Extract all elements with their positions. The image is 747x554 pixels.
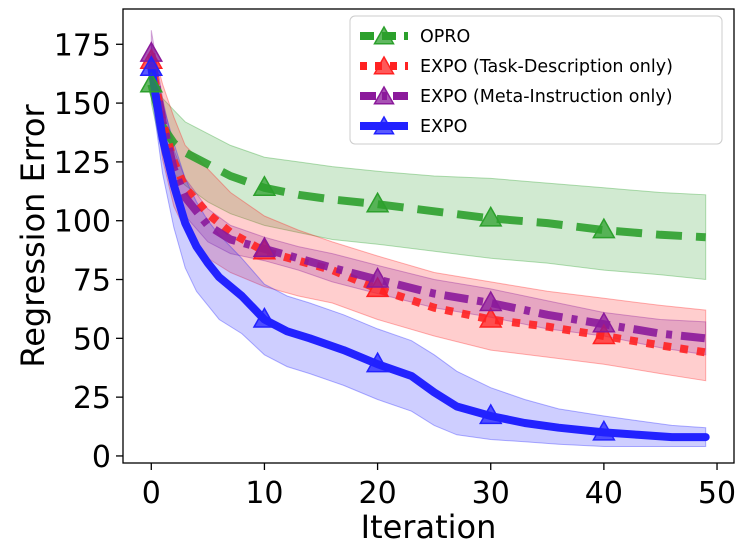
marker-expo-task-description-only-40 (592, 323, 616, 345)
marker-expo-20 (365, 351, 390, 373)
marker-expo-task-description-only-30 (478, 306, 503, 328)
legend-label-opro: OPRO (420, 27, 470, 47)
y-tick-label: 150 (54, 87, 111, 122)
band-expo (150, 44, 707, 447)
legend-marker-opro (373, 25, 395, 45)
marker-opro-10 (252, 175, 277, 197)
y-tick-label: 0 (92, 440, 111, 475)
series-markers (139, 41, 616, 441)
band-expo-task-description-only (150, 41, 707, 382)
legend-label-expo-meta-instruction-only: EXPO (Meta-Instruction only) (420, 87, 673, 107)
x-tick-label: 0 (142, 476, 161, 511)
line-expo (147, 63, 710, 442)
x-tick-label: 10 (245, 476, 283, 511)
legend-label-expo: EXPO (420, 117, 467, 137)
marker-expo-40 (592, 419, 616, 441)
confidence-bands (150, 30, 707, 447)
series-lines (147, 53, 710, 442)
band-opro (150, 65, 707, 281)
y-axis-ticks: 0 25 50 75 100 125 150 175 (54, 28, 123, 475)
x-axis-label: Iteration (361, 508, 497, 546)
y-tick-label: 100 (54, 205, 111, 240)
x-tick-label: 20 (358, 476, 396, 511)
y-tick-label: 50 (73, 322, 111, 357)
marker-opro-40 (592, 217, 616, 239)
x-axis-ticks: 0 10 20 30 40 50 (142, 463, 736, 511)
marker-expo-30 (478, 403, 503, 425)
marker-expo-meta-instruction-only-20 (365, 266, 390, 288)
marker-opro-0 (139, 71, 164, 93)
line-expo-meta-instruction-only (147, 53, 707, 343)
legend-marker-expo-meta-instruction-only (373, 85, 395, 105)
y-tick-label: 25 (73, 381, 111, 416)
legend-marker-expo-task-description-only (373, 55, 395, 75)
legend: OPRO EXPO (Task-Description only) EXPO (Me… (349, 15, 723, 145)
legend-label-expo-task-description-only: EXPO (Task-Description only) (420, 57, 673, 77)
y-tick-label: 75 (73, 264, 111, 299)
band-expo-meta-instruction-only (150, 30, 707, 356)
legend-box (349, 15, 723, 145)
y-axis-label: Regression Error (14, 104, 52, 368)
marker-expo-0 (139, 55, 164, 77)
x-tick-label: 50 (698, 476, 736, 511)
marker-expo-meta-instruction-only-10 (252, 236, 277, 258)
marker-expo-meta-instruction-only-40 (592, 311, 616, 333)
x-tick-label: 30 (472, 476, 510, 511)
marker-expo-10 (252, 306, 277, 328)
legend-marker-expo (373, 115, 395, 135)
marker-opro-30 (478, 205, 503, 227)
y-tick-label: 125 (54, 146, 111, 181)
x-tick-label: 40 (585, 476, 623, 511)
y-tick-label: 175 (54, 28, 111, 63)
line-opro (147, 83, 706, 242)
plot-frame (122, 8, 735, 464)
marker-opro-20 (365, 191, 390, 213)
marker-expo-meta-instruction-only-30 (478, 290, 503, 312)
